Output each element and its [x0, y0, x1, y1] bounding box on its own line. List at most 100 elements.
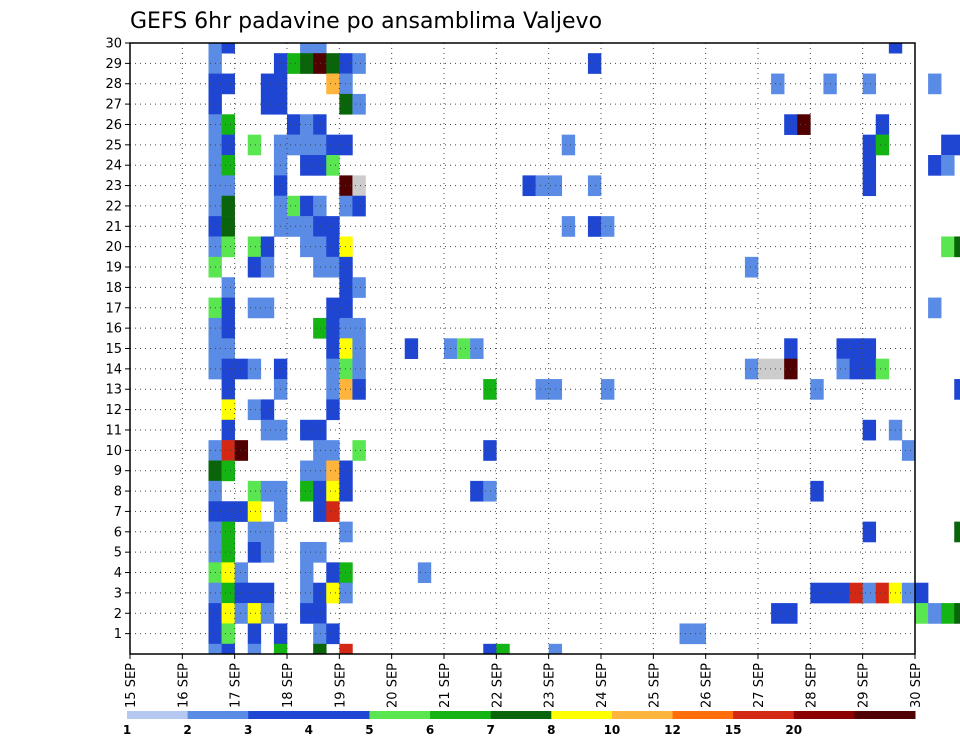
heatmap-cell — [208, 43, 222, 54]
x-tick-label: 28 SEP — [804, 663, 819, 708]
heatmap-cell — [417, 562, 432, 584]
heatmap-cell — [339, 53, 353, 74]
heatmap-cell — [247, 541, 262, 563]
heatmap-cell — [875, 358, 890, 380]
x-tick-label: 30 SEP — [909, 663, 924, 708]
heatmap-cell — [810, 480, 824, 502]
heatmap-cell — [352, 195, 366, 217]
y-tick-label: 25 — [105, 138, 122, 153]
heatmap-cell — [221, 460, 235, 482]
heatmap-cell — [300, 134, 314, 156]
gridlines — [130, 42, 915, 654]
heatmap-cell — [260, 399, 275, 421]
heatmap-cell — [221, 73, 235, 95]
heatmap-cell — [326, 317, 340, 339]
heatmap-cell — [326, 480, 340, 502]
heatmap-cell — [247, 480, 262, 502]
heatmap-cell — [483, 480, 497, 502]
heatmap-cell — [300, 114, 314, 135]
heatmap-cell — [326, 73, 340, 95]
heatmap-cell — [928, 297, 942, 319]
heatmap-cell — [928, 603, 942, 624]
heatmap-cell — [483, 379, 497, 400]
x-axis-ticks: 15 SEP 16 SEP 17 SEP 18 SEP 19 SEP 20 SEP 21 S… — [124, 654, 924, 708]
y-tick-label: 15 — [105, 342, 122, 357]
heatmap-cell — [300, 582, 314, 604]
heatmap-cell — [339, 521, 353, 543]
legend-swatch — [672, 711, 734, 719]
legend-swatch — [733, 711, 795, 719]
heatmap-cell — [260, 521, 275, 543]
heatmap-cell — [247, 358, 262, 380]
heatmap-cell — [901, 582, 916, 604]
heatmap-cell — [260, 582, 275, 604]
heatmap-cell — [862, 582, 877, 604]
heatmap-cell — [862, 175, 877, 197]
heatmap-cell — [339, 277, 353, 298]
heatmap-cell — [941, 603, 955, 624]
y-tick-label: 23 — [105, 179, 122, 194]
heatmap-cell — [221, 277, 235, 298]
legend-swatch — [308, 711, 370, 719]
y-tick-label: 17 — [105, 301, 122, 316]
heatmap-cell — [875, 114, 890, 135]
heatmap-cell — [339, 175, 353, 197]
heatmap-cell — [247, 521, 262, 543]
heatmap-cell — [875, 582, 890, 604]
heatmap-cell — [221, 155, 235, 176]
legend-swatch — [854, 711, 916, 719]
heatmap-cell — [601, 216, 615, 237]
heatmap-cell — [862, 358, 877, 380]
y-tick-label: 12 — [105, 403, 122, 418]
heatmap-cell — [954, 379, 960, 400]
heatmap-cell — [221, 175, 235, 197]
legend-swatch — [793, 711, 855, 719]
heatmap-cell — [339, 358, 353, 380]
heatmap-cell — [954, 521, 960, 543]
heatmap-cell — [849, 358, 863, 380]
y-tick-label: 13 — [105, 383, 122, 398]
heatmap-cell — [326, 623, 340, 645]
heatmap-cell — [313, 603, 327, 624]
heatmap-cell — [260, 73, 275, 95]
y-tick-label: 18 — [105, 281, 122, 296]
heatmap-cell — [313, 623, 327, 645]
heatmap-cell — [313, 134, 327, 156]
heatmap-cell — [862, 419, 877, 441]
heatmap-cell — [352, 93, 366, 115]
heatmap-cell — [247, 643, 262, 655]
heatmap-cell — [470, 338, 484, 359]
heatmap-cell — [862, 73, 877, 95]
heatmap-cell — [234, 440, 249, 461]
x-tick-label: 26 SEP — [700, 663, 715, 708]
y-tick-label: 30 — [105, 37, 122, 52]
legend-swatch — [551, 711, 613, 719]
heatmap-cell — [339, 195, 353, 217]
heatmap-cell — [221, 440, 235, 461]
heatmap-cell — [326, 256, 340, 278]
y-tick-label: 26 — [105, 118, 122, 133]
heatmap-cell — [260, 93, 275, 115]
legend-label: 12 — [664, 723, 681, 737]
heatmap-cells — [208, 43, 960, 655]
legend-label: 8 — [547, 723, 555, 737]
legend-swatch — [248, 711, 310, 719]
heatmap-cell — [339, 317, 353, 339]
heatmap-cell — [587, 175, 602, 197]
legend-swatch — [611, 711, 674, 719]
heatmap-cell — [339, 460, 353, 482]
heatmap-cell — [326, 155, 340, 176]
heatmap-cell — [221, 419, 235, 441]
heatmap-cell — [352, 175, 366, 197]
heatmap-cell — [300, 53, 314, 74]
heatmap-cell — [692, 623, 706, 645]
y-tick-label: 27 — [105, 98, 122, 113]
heatmap-cell — [313, 643, 327, 655]
heatmap-cell — [352, 317, 366, 339]
heatmap-cell — [326, 338, 340, 359]
heatmap-cell — [208, 643, 222, 655]
heatmap-cell — [326, 460, 340, 482]
x-tick-label: 15 SEP — [124, 663, 139, 708]
heatmap-cell — [247, 623, 262, 645]
heatmap-cell — [260, 541, 275, 563]
